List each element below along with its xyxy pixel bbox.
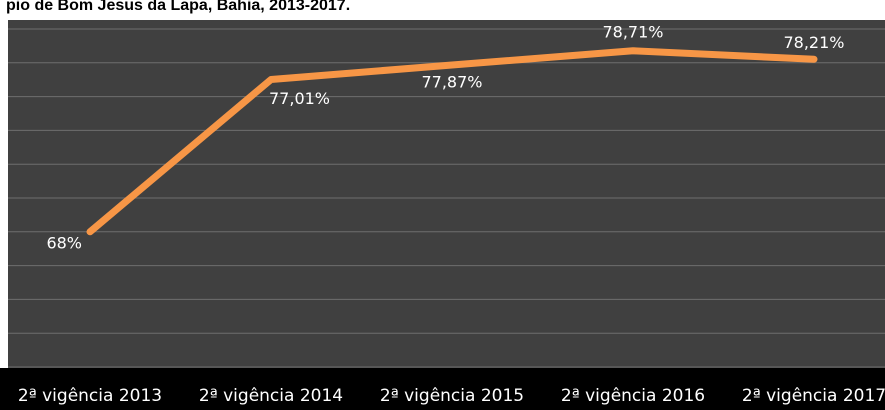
x-tick-label: 2ª vigência 2016 bbox=[561, 386, 705, 406]
plot-background bbox=[8, 20, 885, 368]
x-tick-label: 2ª vigência 2014 bbox=[199, 386, 343, 406]
line bbox=[86, 47, 818, 236]
x-tick-label: 2ª vigência 2017 bbox=[742, 386, 885, 406]
chart-title: pio de Bom Jesus da Lapa, Bahia, 2013-20… bbox=[6, 0, 350, 14]
data-label: 77,87% bbox=[421, 72, 482, 91]
data-label: 78,21% bbox=[783, 33, 844, 52]
axis-strip bbox=[0, 368, 885, 410]
data-label: 68% bbox=[46, 233, 82, 252]
x-tick-label: 2ª vigência 2015 bbox=[380, 386, 524, 406]
data-label: 77,01% bbox=[269, 89, 330, 108]
x-tick-label: 2ª vigência 2013 bbox=[18, 386, 162, 406]
data-label: 78,71% bbox=[602, 22, 663, 41]
